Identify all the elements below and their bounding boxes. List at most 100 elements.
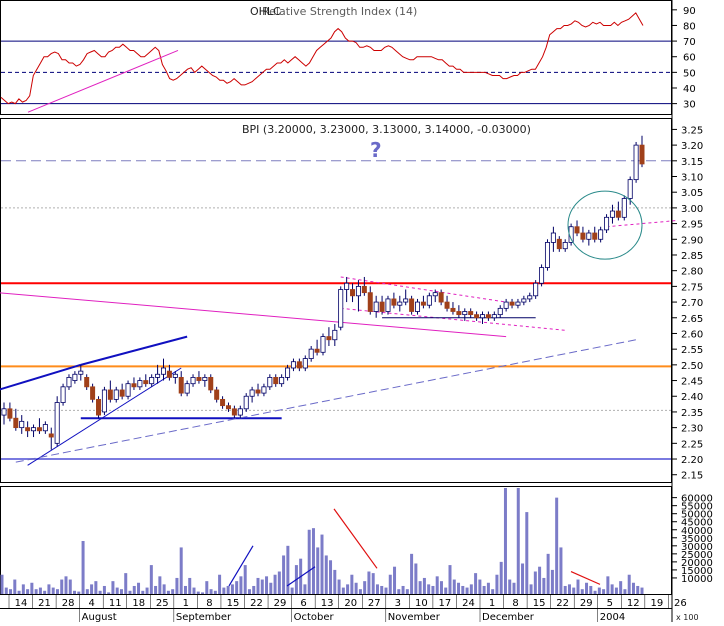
volume-tick-label: 15000 — [681, 566, 713, 577]
candle-body — [444, 301, 450, 309]
candle-body — [432, 292, 438, 297]
volume-bar — [26, 589, 30, 594]
volume-bar — [555, 497, 559, 594]
price-tick-label: 3.25 — [681, 125, 703, 136]
date-tick-label: 1 — [183, 598, 189, 609]
volume-bar — [636, 585, 640, 594]
volume-bar — [265, 576, 269, 594]
price-tick-label: 2.50 — [681, 361, 703, 372]
volume-bar — [341, 587, 345, 594]
volume-bar — [43, 590, 47, 594]
date-tick-label: 20 — [344, 598, 357, 609]
volume-bar — [111, 581, 115, 594]
candle-body — [361, 285, 367, 294]
rsi-line — [0, 12, 644, 105]
volume-bar — [418, 581, 422, 594]
date-tick-label: 11 — [109, 598, 122, 609]
price-tick-label: 3.15 — [681, 157, 703, 168]
candle-body — [143, 380, 149, 385]
volume-bar — [282, 555, 286, 594]
volume-tick-label: 35000 — [681, 534, 713, 545]
volume-bar — [256, 577, 260, 594]
volume-bar — [542, 577, 546, 594]
candle-body — [308, 348, 314, 359]
volume-bar — [307, 529, 311, 594]
candle-body — [462, 311, 468, 316]
volume-bar — [627, 574, 631, 594]
volume-bar — [363, 581, 367, 594]
date-tick-label: 24 — [462, 598, 475, 609]
price-title: BPI (3.20000, 3.23000, 3.13000, 3.14000,… — [242, 123, 531, 136]
candle-body — [503, 301, 509, 309]
price-flag-lower — [340, 307, 566, 331]
volume-bar — [371, 573, 375, 594]
candle-body — [509, 301, 515, 306]
date-tick-label: 1 — [489, 598, 495, 609]
volume-bar — [201, 592, 205, 594]
candle-body — [527, 295, 533, 300]
date-tick-label: 22 — [250, 598, 263, 609]
volume-bar — [137, 582, 141, 594]
volume-bar — [205, 581, 209, 594]
candle-body — [592, 232, 598, 240]
candle-body — [1, 408, 7, 416]
volume-bar — [614, 587, 618, 594]
volume-bar — [640, 587, 644, 594]
volume-bar — [60, 579, 64, 594]
date-tick-label: 8 — [206, 598, 212, 609]
question-mark-annotation: ? — [370, 138, 382, 162]
candle-body — [373, 301, 379, 312]
candle-body — [290, 361, 296, 369]
candle-body — [279, 377, 285, 385]
volume-bar — [175, 577, 179, 594]
volume-bar — [141, 590, 145, 594]
volume-bar — [563, 585, 567, 594]
date-tick-label: 10 — [415, 598, 428, 609]
candle-body — [420, 301, 426, 306]
volume-bar — [410, 553, 414, 594]
candle-body — [456, 311, 462, 316]
candle-body — [196, 377, 202, 381]
volume-bar — [550, 569, 554, 594]
candle-body — [391, 298, 397, 306]
volume-bar — [491, 589, 495, 594]
volume-bar — [346, 584, 350, 594]
volume-bar — [333, 569, 337, 594]
volume-bar — [252, 585, 256, 594]
volume-bar — [457, 582, 461, 594]
rsi-tick-label: 80 — [683, 21, 696, 32]
price-tick-label: 3.20 — [681, 141, 703, 152]
volume-tick-label: 45000 — [681, 518, 713, 529]
date-axis: 14 21 28 4 11 18 25 1 8 15 22 29 6 13 20 27 3 10 17 24 1 8 15 2… — [8, 595, 687, 623]
candle-body — [562, 242, 568, 250]
volume-bar — [324, 555, 328, 594]
candle-body — [19, 420, 25, 429]
volume-bar — [218, 574, 222, 594]
date-tick-label: 12 — [627, 598, 640, 609]
candle-body — [338, 289, 344, 328]
volume-bar — [431, 585, 435, 594]
candle-body — [403, 298, 409, 303]
rsi-tick-label: 60 — [683, 53, 696, 64]
volume-bar — [461, 585, 465, 594]
candle-body — [539, 267, 545, 284]
volume-bar — [439, 581, 443, 594]
candle-body — [78, 370, 84, 375]
candle-body — [60, 386, 66, 403]
volume-bar — [375, 584, 379, 594]
volume-bar — [435, 576, 439, 594]
volume-bar — [469, 584, 473, 594]
month-label: September — [176, 612, 232, 622]
volume-bar — [64, 576, 68, 594]
candle-body — [190, 377, 196, 385]
volume-bar — [81, 541, 85, 594]
highlight-circle — [567, 190, 643, 260]
volume-bar — [397, 589, 401, 594]
candle-body — [155, 373, 161, 378]
rsi-tick-label: 50 — [683, 68, 696, 79]
volume-bar — [414, 563, 418, 594]
rsi-tick-label: 30 — [683, 100, 696, 111]
volume-bar — [154, 585, 158, 594]
volume-bar — [499, 561, 503, 594]
